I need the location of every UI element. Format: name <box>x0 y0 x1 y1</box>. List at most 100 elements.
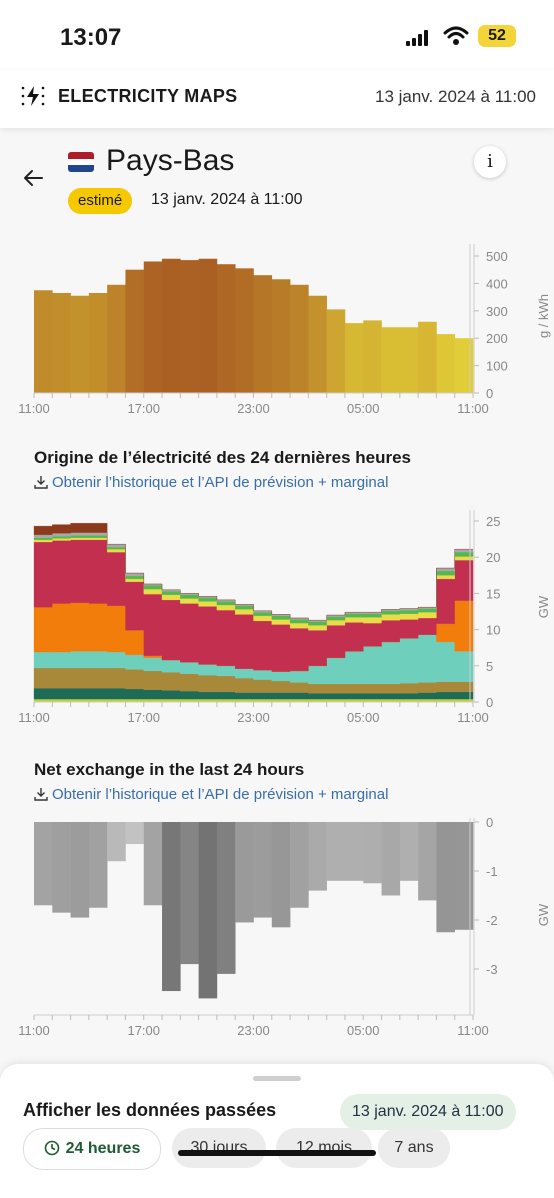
exchange-bar <box>454 822 474 930</box>
origin-history-link[interactable]: Obtenir l’historique et l’API de prévisi… <box>34 474 388 491</box>
y-tick-label: 100 <box>486 359 508 374</box>
exchange-bar <box>162 822 181 992</box>
netherlands-flag-icon <box>68 152 94 172</box>
range-30d-button[interactable]: 30 jours <box>172 1128 266 1168</box>
carbon-bar <box>125 269 145 393</box>
clock-icon <box>44 1140 59 1156</box>
exchange-bar <box>418 822 437 901</box>
exchange-history-link[interactable]: Obtenir l’historique et l’API de prévisi… <box>34 786 388 803</box>
x-tick-label: 11:00 <box>18 1023 50 1038</box>
carbon-bar <box>235 268 254 393</box>
exchange-bar <box>107 822 126 862</box>
carbon-bar <box>290 284 309 393</box>
exchange-history-link-label: Obtenir l’historique et l’API de prévisi… <box>52 786 389 803</box>
y-tick-label: 300 <box>486 304 508 319</box>
x-tick-label: 05:00 <box>347 1023 380 1038</box>
range-7y-button[interactable]: 7 ans <box>378 1128 450 1168</box>
download-icon <box>34 476 48 489</box>
exchange-bar <box>88 822 108 908</box>
production-origin-chart[interactable]: 25 20 15 10 5 0 GW 11:00 17:00 23:00 05:00 11:00 <box>0 502 554 738</box>
x-tick-label: 11:00 <box>18 710 50 725</box>
x-tick-label: 11:00 <box>457 1023 489 1038</box>
exchange-bar <box>253 822 273 918</box>
history-bottom-sheet: Afficher les données passées 13 janv. 20… <box>0 1064 554 1198</box>
production-series-area <box>33 523 473 621</box>
exchange-bar <box>180 822 199 965</box>
y-tick-label: 20 <box>486 550 500 565</box>
x-tick-label: 23:00 <box>237 1023 270 1038</box>
exchange-section-title: Net exchange in the last 24 hours <box>34 760 305 779</box>
y-tick-label: 400 <box>486 276 508 291</box>
battery-icon: 52 <box>478 25 516 47</box>
range-24h-button[interactable]: 24 heures <box>23 1128 161 1170</box>
header-date: 13 janv. 2024 à 11:00 <box>374 87 536 106</box>
carbon-bar <box>143 261 163 393</box>
exchange-bar <box>326 822 346 881</box>
electricity-maps-logo-icon <box>21 86 45 106</box>
x-tick-label: 05:00 <box>347 401 380 416</box>
cellular-signal-icon <box>406 30 428 46</box>
x-tick-label: 23:00 <box>237 710 270 725</box>
carbon-intensity-chart[interactable]: 500 400 300 200 100 0 g / kWh 11:00 17:00 23:00 05… <box>0 236 554 426</box>
carbon-bar <box>381 327 401 393</box>
exchange-bar <box>70 822 90 918</box>
carbon-bar <box>180 260 199 393</box>
carbon-bar <box>326 309 346 393</box>
back-arrow-icon[interactable] <box>22 168 44 188</box>
carbon-bar <box>34 290 53 393</box>
origin-history-link-label: Obtenir l’historique et l’API de prévisi… <box>52 474 389 491</box>
y-tick-label: 10 <box>486 623 500 638</box>
range-12m-button[interactable]: 12 mois <box>276 1128 372 1168</box>
exchange-bar <box>235 822 254 923</box>
y-axis-label: GW <box>536 595 551 618</box>
x-tick-label: 05:00 <box>347 710 380 725</box>
app-header: ELECTRICITY MAPS 13 janv. 2024 à 11:00 <box>0 70 554 128</box>
carbon-bar <box>271 279 291 393</box>
origin-section-title: Origine de l’électricité des 24 dernière… <box>34 448 412 467</box>
net-exchange-chart[interactable]: 0 -1 -2 -3 GW 11:00 17:00 23:00 05:00 11:00 <box>0 810 554 1050</box>
wifi-icon <box>443 26 469 45</box>
clock-time: 13:07 <box>60 24 122 51</box>
x-tick-label: 23:00 <box>237 401 270 416</box>
info-button[interactable]: i <box>474 146 506 178</box>
y-axis-label: GW <box>536 903 551 926</box>
carbon-bar <box>162 258 181 393</box>
exchange-bar <box>216 822 236 974</box>
y-tick-label: -2 <box>486 913 498 928</box>
exchange-bar <box>125 822 145 845</box>
carbon-bar <box>216 264 236 393</box>
sheet-drag-handle[interactable] <box>253 1076 301 1081</box>
exchange-bar <box>399 822 419 881</box>
exchange-bar <box>363 822 382 884</box>
y-tick-label: -1 <box>486 864 498 879</box>
carbon-bar <box>418 321 437 393</box>
carbon-bar <box>344 323 364 393</box>
download-icon <box>34 788 48 801</box>
y-tick-label: -3 <box>486 962 498 977</box>
carbon-bar <box>454 338 474 393</box>
carbon-bar <box>198 258 218 393</box>
y-tick-label: 25 <box>486 514 500 529</box>
app-brand: ELECTRICITY MAPS <box>58 86 238 106</box>
sheet-date-chip[interactable]: 13 janv. 2024 à 11:00 <box>340 1094 516 1130</box>
y-axis-label: g / kWh <box>536 294 551 338</box>
exchange-bar <box>271 822 291 928</box>
carbon-bar <box>308 295 327 393</box>
home-indicator <box>178 1150 376 1156</box>
x-tick-label: 17:00 <box>127 710 160 725</box>
status-bar: 13:07 52 <box>0 0 554 70</box>
x-tick-label: 11:00 <box>457 401 489 416</box>
y-tick-label: 200 <box>486 331 508 346</box>
exchange-bar <box>344 822 364 881</box>
sheet-title: Afficher les données passées <box>23 1100 277 1120</box>
y-tick-label: 5 <box>486 659 493 674</box>
carbon-bar <box>363 320 382 393</box>
y-tick-label: 15 <box>486 586 500 601</box>
carbon-bar <box>70 295 90 393</box>
carbon-bar <box>88 292 108 393</box>
zone-date: 13 janv. 2024 à 11:00 <box>151 191 303 208</box>
exchange-bar <box>436 822 456 933</box>
exchange-bar <box>143 822 163 906</box>
carbon-bar <box>107 284 126 393</box>
y-tick-label: 500 <box>486 249 508 264</box>
